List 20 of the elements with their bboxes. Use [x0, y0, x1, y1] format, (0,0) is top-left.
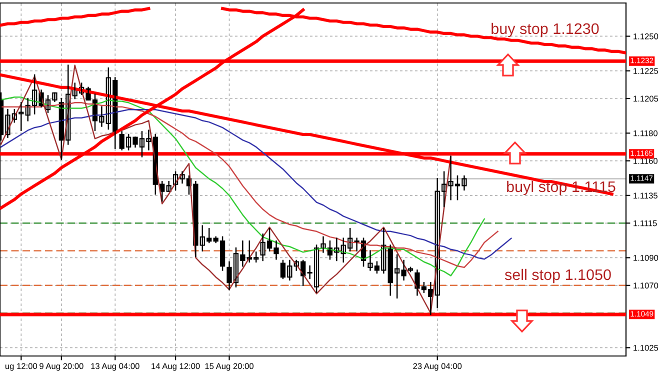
y-tick-label: 1.1205 [634, 96, 658, 102]
x-tick-label: 23 Aug 04:00 [413, 363, 462, 371]
y-tick-label: 1.1090 [634, 254, 658, 261]
annotation: sell stop 1.1050 [504, 268, 611, 284]
line-series [0, 7, 150, 27]
x-tick-label: 9 Aug 20:00 [40, 363, 84, 371]
x-tick-label: 13 Aug 04:00 [91, 363, 140, 371]
x-tick-label: 14 Aug 12:00 [152, 363, 200, 371]
y-tick-label: 1.1250 [634, 33, 658, 40]
y-tick-label: 1.1135 [634, 192, 658, 199]
y-tick-label: 1.1180 [634, 130, 658, 136]
x-tick-label: ug 12:00 [5, 363, 38, 371]
x-tick-label: 15 Aug 20:00 [205, 363, 254, 371]
y-tick-label: 1.1025 [634, 344, 658, 351]
line-series [0, 64, 452, 314]
y-tick-label: 1.1160 [634, 158, 658, 164]
annotation: buy stop 1.1230 [492, 22, 599, 38]
y-tick-label: 1.1115 [634, 220, 657, 226]
y-tick-label: 1.1070 [634, 282, 658, 288]
y-tick-label: 1.1225 [634, 68, 658, 74]
